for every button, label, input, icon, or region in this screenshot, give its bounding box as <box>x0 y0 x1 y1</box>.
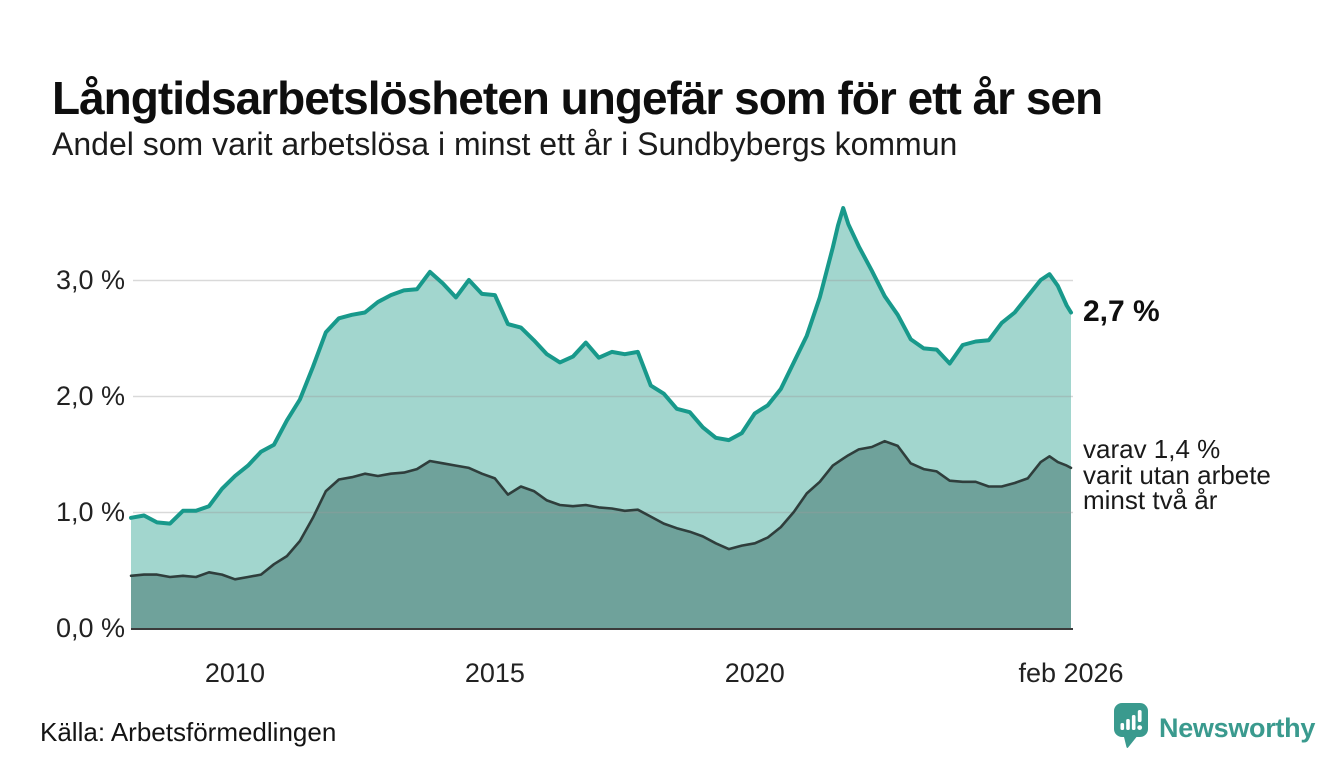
area-fill-at-least-two-years <box>131 441 1071 628</box>
x-tick-label: feb 2026 <box>1018 658 1124 688</box>
end-value-label-secondary: varav 1,4 % varit utan arbete minst två … <box>1083 434 1271 515</box>
logo-bar-3 <box>1131 715 1136 730</box>
newsworthy-logo-icon <box>1114 703 1148 748</box>
logo-exclamation-dot <box>1137 725 1143 730</box>
newsworthy-logo: Newsworthy <box>1113 702 1315 750</box>
gridlines <box>133 279 1073 514</box>
source-note: Källa: Arbetsförmedlingen <box>40 717 337 747</box>
line-at-least-one-year <box>129 206 1073 526</box>
logo-exclamation-bar <box>1137 710 1142 722</box>
x-tick-label: 2020 <box>724 658 785 688</box>
logo-bar-2 <box>1126 719 1130 730</box>
x-tick-label: 2010 <box>204 658 265 688</box>
y-tick-label: 0,0 % <box>55 613 125 643</box>
newsworthy-logo-text: Newsworthy <box>1159 713 1316 743</box>
y-tick-label: 3,0 % <box>55 265 125 295</box>
line-at-least-two-years <box>129 439 1073 581</box>
page-subtitle: Andel som varit arbetslösa i minst ett å… <box>52 126 958 162</box>
x-tick-label: 2015 <box>464 658 525 688</box>
page-title: Långtidsarbetslösheten ungefär som för e… <box>52 71 1103 124</box>
y-tick-label: 1,0 % <box>55 497 125 527</box>
end-value-label-primary: 2,7 % <box>1083 295 1160 328</box>
y-tick-label: 2,0 % <box>55 381 125 411</box>
logo-bar-1 <box>1120 723 1125 730</box>
